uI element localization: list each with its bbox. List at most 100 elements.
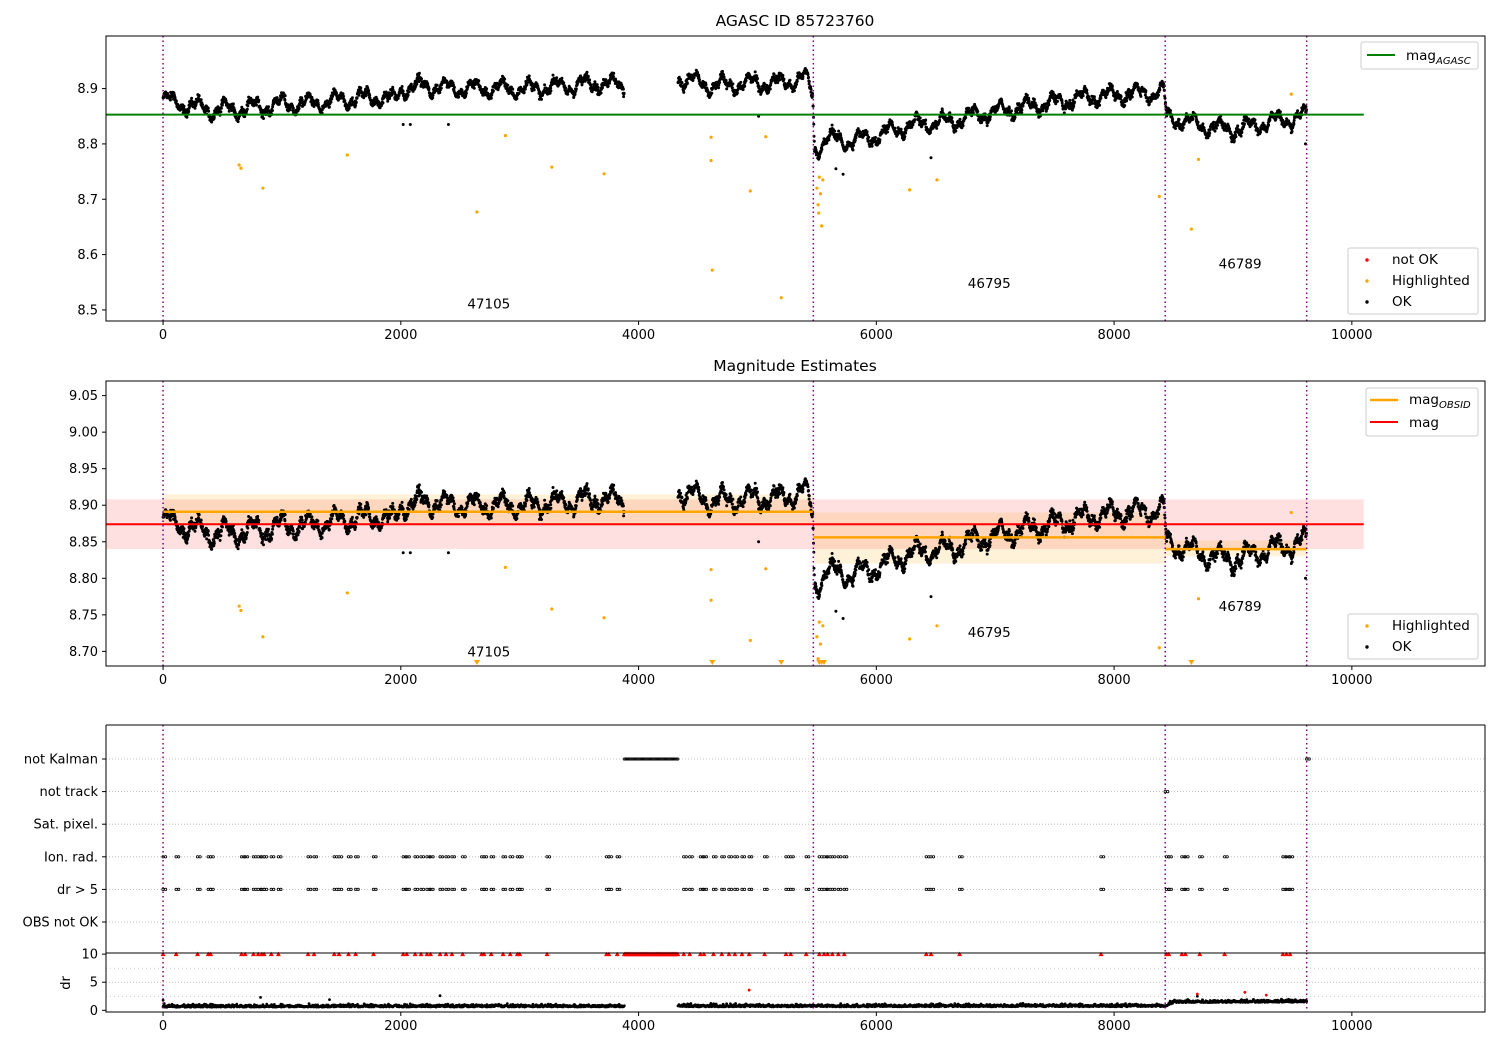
highlighted-point bbox=[817, 211, 821, 215]
ok-point bbox=[205, 537, 209, 541]
ok-point bbox=[951, 120, 955, 124]
ok-point bbox=[620, 83, 624, 87]
ok-point bbox=[197, 513, 201, 517]
ok-point bbox=[1027, 96, 1031, 100]
ok-point bbox=[212, 542, 216, 545]
ok-point bbox=[1060, 99, 1064, 103]
ok-point bbox=[364, 94, 368, 98]
ok-point bbox=[261, 108, 265, 112]
ok-point bbox=[1025, 93, 1029, 97]
highlighted-point bbox=[779, 296, 783, 300]
ok-point bbox=[1223, 122, 1227, 126]
legend-label-highlighted: Highlighted bbox=[1392, 273, 1470, 289]
ok-point bbox=[359, 86, 363, 90]
ok-point bbox=[1234, 135, 1238, 139]
ok-point bbox=[1081, 94, 1085, 98]
highlighted-point bbox=[764, 135, 768, 139]
ok-point bbox=[298, 103, 302, 107]
ok-point bbox=[730, 86, 734, 90]
ok-point bbox=[828, 133, 832, 137]
ok-point bbox=[988, 117, 992, 121]
ok-point bbox=[231, 102, 235, 106]
ok-point bbox=[224, 99, 228, 103]
ok-point bbox=[236, 547, 240, 551]
ok-point bbox=[368, 93, 372, 97]
ok-point bbox=[1017, 102, 1021, 106]
y-tick-label: 8.6 bbox=[77, 248, 98, 263]
ok-point bbox=[1125, 99, 1129, 103]
ok-point bbox=[420, 77, 423, 81]
ok-point bbox=[291, 529, 295, 533]
ok-point bbox=[1206, 136, 1210, 140]
highlighted-point bbox=[817, 175, 821, 179]
agasc-panel: AGASC ID 85723760 0 2000 4000 6000 8000 10000… bbox=[77, 12, 1486, 343]
ok-point bbox=[438, 91, 442, 94]
ok-point bbox=[219, 529, 223, 533]
ok-point bbox=[870, 144, 874, 148]
ok-point bbox=[768, 87, 772, 91]
ok-point bbox=[426, 82, 430, 86]
ok-point bbox=[1033, 98, 1036, 101]
ok-point bbox=[283, 94, 287, 98]
ok-point bbox=[814, 148, 818, 152]
ok-point bbox=[347, 106, 351, 110]
ok-point bbox=[852, 144, 855, 147]
ok-point bbox=[606, 84, 610, 88]
highlighted-point bbox=[908, 188, 912, 192]
ok-point bbox=[256, 515, 260, 518]
ok-point bbox=[1115, 90, 1119, 93]
ok-point bbox=[722, 73, 725, 77]
ok-point bbox=[401, 89, 405, 93]
ok-point bbox=[913, 118, 917, 122]
highlighted-point bbox=[475, 210, 479, 214]
ok-point bbox=[355, 96, 359, 100]
ok-point bbox=[1195, 118, 1199, 121]
x-tick-label: 4000 bbox=[622, 328, 655, 343]
ok-point bbox=[1048, 99, 1052, 103]
ok-point bbox=[1047, 103, 1051, 107]
legend-mag-agasc: magAGASC bbox=[1360, 41, 1479, 70]
ok-point bbox=[224, 519, 228, 523]
ok-point bbox=[1143, 93, 1147, 97]
ok-point bbox=[1281, 118, 1285, 122]
ok-point bbox=[1292, 122, 1296, 126]
y-tick-label: 8.9 bbox=[77, 82, 98, 97]
ok-point bbox=[283, 513, 287, 517]
ok-point bbox=[680, 80, 684, 84]
ok-point bbox=[834, 167, 838, 171]
ok-point bbox=[1232, 139, 1236, 143]
ok-point bbox=[931, 126, 935, 130]
ok-point bbox=[244, 536, 248, 540]
highlighted-point bbox=[821, 178, 825, 182]
ok-point bbox=[286, 103, 290, 107]
ok-point bbox=[801, 75, 805, 78]
ok-point bbox=[837, 129, 841, 133]
ok-point bbox=[300, 515, 304, 519]
ok-point bbox=[886, 130, 889, 134]
ok-point bbox=[195, 100, 199, 104]
ok-point bbox=[271, 527, 275, 531]
ok-point bbox=[350, 515, 354, 519]
ok-point bbox=[1021, 104, 1025, 108]
ok-point bbox=[706, 89, 710, 93]
ok-point bbox=[851, 148, 855, 152]
ok-point bbox=[210, 120, 214, 124]
ok-point bbox=[807, 75, 810, 79]
ok-point bbox=[401, 123, 405, 126]
ok-point bbox=[722, 75, 726, 79]
ok-point bbox=[1208, 131, 1212, 135]
ok-point bbox=[460, 88, 464, 92]
ok-point bbox=[246, 104, 250, 108]
ok-point bbox=[908, 120, 912, 124]
ok-point bbox=[761, 88, 765, 92]
ok-point bbox=[549, 89, 553, 93]
ok-point bbox=[184, 531, 188, 535]
ok-point bbox=[585, 70, 589, 74]
ok-point bbox=[168, 518, 172, 522]
ok-point bbox=[818, 154, 821, 158]
ok-point bbox=[219, 106, 223, 110]
ok-point bbox=[207, 109, 211, 113]
ok-point bbox=[227, 109, 231, 113]
ok-point bbox=[275, 96, 279, 100]
ok-point bbox=[865, 133, 869, 137]
